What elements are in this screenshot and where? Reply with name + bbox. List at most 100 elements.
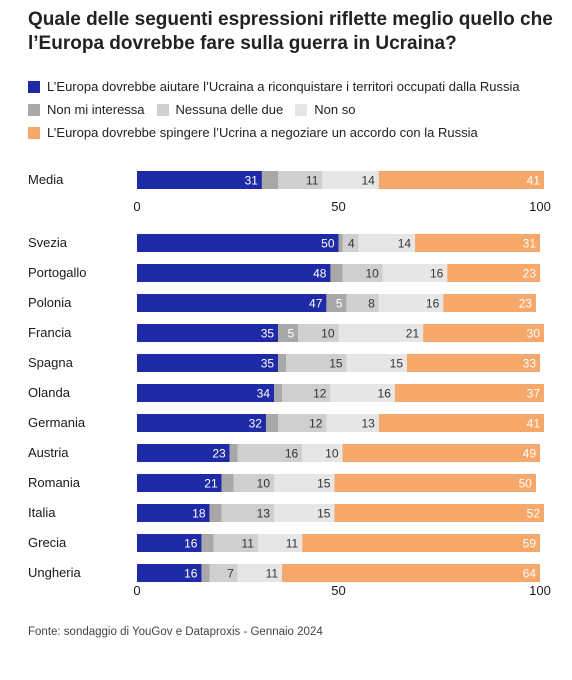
value-label-germania-s2: 12: [309, 417, 323, 431]
value-label-ungheria-s2: 7: [227, 567, 234, 581]
bar-grecia-s2: [213, 534, 258, 552]
bar-portogallo-s3: [382, 264, 448, 282]
x-tick-paesi-0: 0: [133, 583, 140, 598]
value-label-austria-s3: 10: [325, 447, 339, 461]
value-label-svezia-s2: 4: [348, 237, 355, 251]
bar-olanda-s1: [274, 384, 283, 402]
value-label-media-s3: 14: [361, 174, 375, 188]
bar-austria-s0: [137, 444, 230, 462]
bar-portogallo-s1: [330, 264, 343, 282]
value-label-olanda-s2: 12: [313, 387, 327, 401]
x-tick-paesi-100: 100: [529, 583, 551, 598]
value-label-romania-s0: 21: [204, 477, 218, 491]
value-label-austria-s4: 49: [523, 447, 537, 461]
bar-austria-s3: [302, 444, 343, 462]
value-label-ungheria-s4: 64: [523, 567, 537, 581]
bar-ungheria-s2: [209, 564, 238, 582]
legend-row-2: Non mi interessa Nessuna delle due Non s…: [28, 102, 367, 117]
value-label-portogallo-s3: 16: [430, 267, 444, 281]
bar-romania-s1: [221, 474, 234, 492]
bar-media-s0: [137, 171, 262, 189]
bar-media-s2: [278, 171, 323, 189]
bar-romania-s3: [274, 474, 335, 492]
legend-label-non-so: Non so: [314, 102, 356, 117]
bar-spagna-s1: [278, 354, 287, 372]
value-label-portogallo-s0: 48: [313, 267, 327, 281]
category-label-polonia: Polonia: [28, 295, 72, 310]
bar-svezia-s2: [342, 234, 359, 252]
x-tick-paesi-50: 50: [331, 583, 345, 598]
bar-grecia-s1: [201, 534, 214, 552]
category-label-francia: Francia: [28, 325, 72, 340]
category-label-italia: Italia: [28, 505, 56, 520]
value-label-grecia-s0: 16: [184, 537, 198, 551]
legend-row-3: L’Europa dovrebbe spingere l’Ucrina a ne…: [28, 125, 490, 140]
bar-polonia-s2: [346, 294, 379, 312]
legend-label-negoziare: L’Europa dovrebbe spingere l’Ucrina a ne…: [47, 125, 478, 140]
bar-olanda-s0: [137, 384, 275, 402]
value-label-olanda-s3: 16: [378, 387, 392, 401]
value-label-spagna-s3: 15: [390, 357, 404, 371]
bar-italia-s1: [209, 504, 222, 522]
x-tick-media-100: 100: [529, 199, 551, 214]
legend-swatch-aiutare: [28, 80, 40, 93]
category-label-grecia: Grecia: [28, 535, 67, 550]
category-label-svezia: Svezia: [28, 235, 68, 250]
value-label-polonia-s2: 8: [368, 297, 375, 311]
bar-portogallo-s4: [447, 264, 540, 282]
value-label-austria-s0: 23: [212, 447, 226, 461]
bar-italia-s3: [274, 504, 335, 522]
bar-grecia-s4: [302, 534, 540, 552]
value-label-francia-s4: 30: [527, 327, 541, 341]
bar-spagna-s2: [286, 354, 347, 372]
bar-svezia-s1: [338, 234, 343, 252]
value-label-portogallo-s2: 10: [365, 267, 379, 281]
bar-polonia-s0: [137, 294, 327, 312]
x-tick-media-50: 50: [331, 199, 345, 214]
legend-item-nessuna: Nessuna delle due: [156, 102, 284, 117]
bar-italia-s4: [334, 504, 545, 522]
legend-swatch-nessuna: [156, 103, 169, 116]
bar-romania-s4: [334, 474, 536, 492]
value-label-romania-s2: 10: [257, 477, 271, 491]
value-label-germania-s4: 41: [527, 417, 541, 431]
value-label-media-s0: 31: [245, 174, 259, 188]
value-label-olanda-s0: 34: [257, 387, 271, 401]
value-label-italia-s3: 15: [317, 507, 331, 521]
legend-row-1: L’Europa dovrebbe aiutare l’Ucraina a ri…: [28, 79, 532, 94]
value-label-polonia-s4: 23: [519, 297, 533, 311]
legend-label-aiutare: L’Europa dovrebbe aiutare l’Ucraina a ri…: [47, 79, 520, 94]
value-label-svezia-s0: 50: [321, 237, 335, 251]
bar-ungheria-s4: [282, 564, 540, 582]
value-label-spagna-s4: 33: [523, 357, 537, 371]
value-label-italia-s4: 52: [527, 507, 541, 521]
category-label-romania: Romania: [28, 475, 81, 490]
bar-austria-s4: [342, 444, 540, 462]
value-label-ungheria-s3: 11: [266, 567, 279, 581]
category-label-ungheria: Ungheria: [28, 565, 82, 580]
value-label-polonia-s3: 16: [426, 297, 440, 311]
bar-svezia-s0: [137, 234, 339, 252]
value-label-svezia-s3: 14: [398, 237, 412, 251]
bar-romania-s2: [233, 474, 275, 492]
bar-francia-s1: [278, 324, 299, 342]
bar-spagna-s3: [346, 354, 408, 372]
bar-grecia-s0: [137, 534, 202, 552]
value-label-olanda-s4: 37: [527, 387, 541, 401]
x-tick-media-0: 0: [133, 199, 140, 214]
bar-polonia-s1: [326, 294, 347, 312]
legend-label-nessuna: Nessuna delle due: [175, 102, 284, 117]
value-label-grecia-s3: 11: [286, 537, 299, 551]
category-label-austria: Austria: [28, 445, 69, 460]
legend-swatch-non-so: [295, 103, 308, 116]
bar-germania-s3: [326, 414, 379, 432]
bar-grecia-s3: [257, 534, 303, 552]
bar-ungheria-s3: [237, 564, 283, 582]
value-label-portogallo-s4: 23: [523, 267, 537, 281]
value-label-romania-s4: 50: [519, 477, 533, 491]
value-label-francia-s1: 5: [288, 327, 295, 341]
value-label-austria-s2: 16: [285, 447, 299, 461]
value-label-svezia-s4: 31: [523, 237, 537, 251]
legend-swatch-negoziare: [28, 126, 40, 139]
